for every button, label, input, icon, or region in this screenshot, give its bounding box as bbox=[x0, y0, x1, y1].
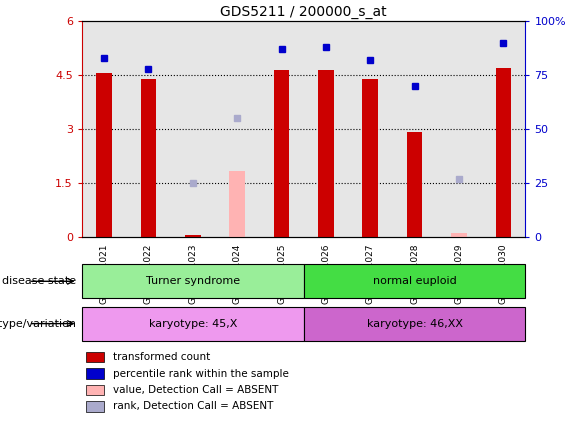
Bar bbox=[127, 21, 171, 237]
Bar bbox=[86, 385, 104, 395]
Bar bbox=[86, 401, 104, 412]
Text: karyotype: 45,X: karyotype: 45,X bbox=[149, 319, 237, 329]
Bar bbox=[229, 171, 245, 237]
Text: value, Detection Call = ABSENT: value, Detection Call = ABSENT bbox=[113, 385, 279, 395]
Bar bbox=[82, 307, 304, 341]
Bar bbox=[304, 21, 348, 237]
Bar bbox=[141, 79, 156, 237]
Bar bbox=[407, 132, 422, 237]
Bar bbox=[86, 352, 104, 363]
Bar bbox=[318, 70, 333, 237]
Bar bbox=[259, 21, 304, 237]
Bar bbox=[304, 264, 525, 298]
Bar bbox=[215, 21, 259, 237]
Bar bbox=[82, 264, 304, 298]
Bar bbox=[274, 70, 289, 237]
Text: transformed count: transformed count bbox=[113, 352, 210, 362]
Bar bbox=[86, 368, 104, 379]
Bar bbox=[171, 21, 215, 237]
Bar bbox=[496, 68, 511, 237]
Bar bbox=[185, 235, 201, 237]
Bar bbox=[437, 21, 481, 237]
Text: genotype/variation: genotype/variation bbox=[0, 319, 76, 329]
Bar bbox=[363, 80, 378, 237]
Bar bbox=[481, 21, 525, 237]
Title: GDS5211 / 200000_s_at: GDS5211 / 200000_s_at bbox=[220, 5, 387, 19]
Text: disease state: disease state bbox=[2, 276, 76, 286]
Bar bbox=[97, 73, 112, 237]
Bar bbox=[304, 307, 525, 341]
Bar bbox=[348, 21, 393, 237]
Bar bbox=[451, 233, 467, 237]
Text: percentile rank within the sample: percentile rank within the sample bbox=[113, 368, 289, 379]
Bar bbox=[82, 21, 126, 237]
Text: normal euploid: normal euploid bbox=[373, 276, 457, 286]
Text: rank, Detection Call = ABSENT: rank, Detection Call = ABSENT bbox=[113, 401, 273, 411]
Text: Turner syndrome: Turner syndrome bbox=[146, 276, 240, 286]
Text: karyotype: 46,XX: karyotype: 46,XX bbox=[367, 319, 463, 329]
Bar bbox=[393, 21, 437, 237]
